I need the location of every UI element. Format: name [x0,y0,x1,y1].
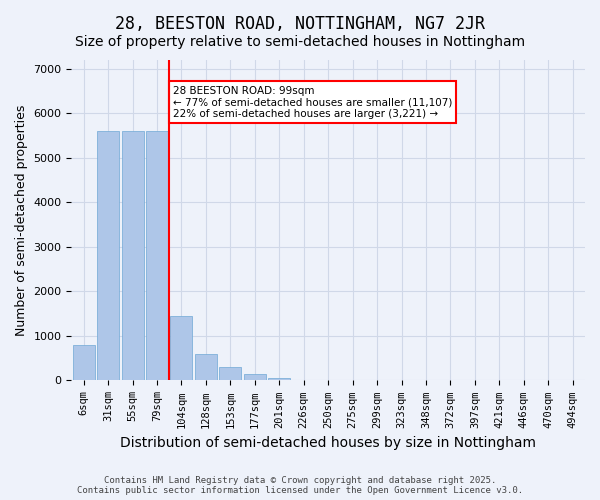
Text: 28, BEESTON ROAD, NOTTINGHAM, NG7 2JR: 28, BEESTON ROAD, NOTTINGHAM, NG7 2JR [115,15,485,33]
Bar [268,378,290,380]
Bar [146,131,168,380]
Bar [170,316,193,380]
Text: Contains HM Land Registry data © Crown copyright and database right 2025.
Contai: Contains HM Land Registry data © Crown c… [77,476,523,495]
Bar [97,131,119,380]
Text: Size of property relative to semi-detached houses in Nottingham: Size of property relative to semi-detach… [75,35,525,49]
Bar [220,367,241,380]
Bar [122,131,143,380]
Bar [73,345,95,380]
X-axis label: Distribution of semi-detached houses by size in Nottingham: Distribution of semi-detached houses by … [120,436,536,450]
Text: 28 BEESTON ROAD: 99sqm
← 77% of semi-detached houses are smaller (11,107)
22% of: 28 BEESTON ROAD: 99sqm ← 77% of semi-det… [173,86,452,119]
Y-axis label: Number of semi-detached properties: Number of semi-detached properties [15,104,28,336]
Bar [244,374,266,380]
Bar [195,354,217,380]
